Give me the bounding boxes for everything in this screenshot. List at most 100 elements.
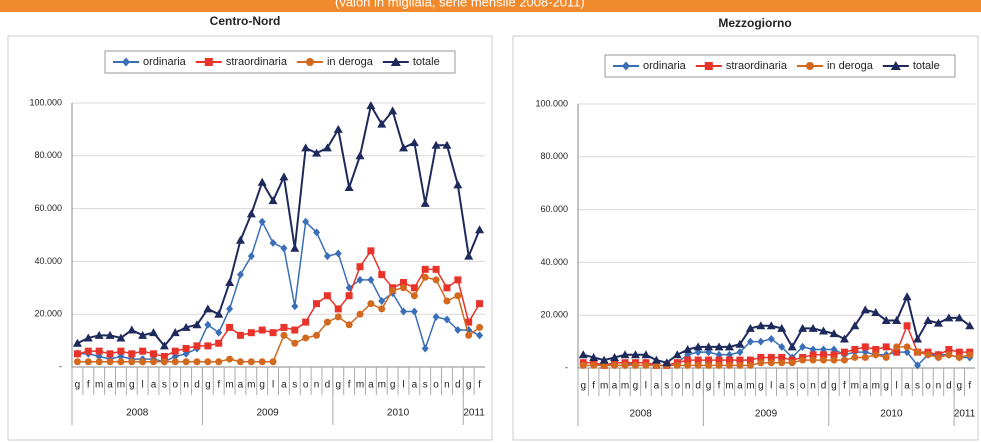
marker [313, 228, 321, 237]
marker [839, 334, 849, 343]
marker [861, 343, 869, 351]
x-tick-label: g [75, 380, 81, 391]
marker [443, 297, 451, 305]
marker [431, 140, 441, 149]
x-tick-label: m [725, 381, 733, 392]
x-tick-label: m [225, 380, 233, 391]
x-tick-label: a [904, 381, 910, 392]
marker [714, 342, 724, 351]
marker [344, 182, 354, 191]
marker [399, 307, 407, 316]
marker [204, 358, 212, 366]
marker [105, 330, 115, 339]
marker [94, 330, 104, 339]
x-tick-label: g [335, 380, 341, 391]
marker [302, 334, 310, 342]
marker [117, 358, 125, 366]
marker [389, 286, 397, 294]
legend-label: straordinaria [226, 56, 288, 68]
marker [893, 348, 901, 356]
marker [705, 356, 713, 364]
marker [149, 328, 159, 337]
x-tick-label: s [664, 381, 669, 392]
marker [291, 339, 299, 347]
marker [432, 276, 440, 284]
x-tick-label: o [303, 380, 309, 391]
x-tick-label: a [779, 381, 785, 392]
series-line [583, 338, 970, 367]
marker [356, 275, 364, 284]
year-label: 2010 [387, 408, 410, 419]
marker [378, 305, 386, 313]
year-label: 2011 [463, 408, 485, 419]
marker [302, 217, 310, 226]
x-tick-label: d [325, 380, 331, 391]
marker [945, 351, 953, 359]
marker [903, 348, 911, 357]
marker [226, 304, 234, 313]
marker [746, 361, 754, 369]
marker [778, 342, 786, 351]
marker [236, 331, 244, 339]
marker [611, 361, 619, 369]
x-tick-label: d [194, 380, 200, 391]
marker [84, 358, 92, 366]
year-label: 2010 [880, 409, 903, 420]
marker [235, 235, 245, 244]
year-label: 2009 [755, 409, 778, 420]
marker [902, 292, 912, 301]
year-label: 2009 [257, 408, 280, 419]
x-tick-label: o [674, 381, 680, 392]
marker [736, 361, 744, 369]
marker [694, 356, 702, 364]
marker [83, 333, 93, 342]
marker [621, 361, 629, 369]
marker [840, 356, 848, 364]
y-tick-label: 60.000 [540, 204, 568, 214]
x-tick-label: a [863, 381, 869, 392]
marker [312, 148, 322, 157]
series-line [77, 219, 480, 363]
legend-marker [622, 61, 630, 71]
marker [799, 356, 807, 364]
x-tick-label: d [455, 380, 461, 391]
x-tick-label: g [883, 381, 889, 392]
marker [820, 356, 828, 364]
year-label: 2008 [126, 408, 149, 419]
marker [799, 342, 807, 351]
x-tick-label: m [117, 380, 125, 391]
y-tick-label: 80.000 [34, 150, 62, 160]
marker [421, 265, 429, 273]
marker [247, 252, 255, 261]
x-tick-label: n [444, 380, 450, 391]
x-tick-label: d [821, 381, 827, 392]
marker [642, 361, 650, 369]
marker [454, 292, 462, 300]
marker [356, 310, 364, 318]
marker [767, 359, 775, 367]
marker [139, 347, 147, 355]
marker [398, 143, 408, 152]
panel [512, 35, 979, 441]
x-tick-label: s [162, 380, 167, 391]
marker [268, 196, 278, 205]
legend-label: totale [913, 60, 940, 72]
marker [881, 315, 891, 324]
marker [715, 356, 723, 364]
legend-marker [122, 57, 130, 67]
marker [745, 323, 755, 332]
marker [820, 351, 828, 359]
legend-label: in deroga [827, 60, 874, 72]
x-tick-label: a [281, 380, 287, 391]
marker [693, 342, 703, 351]
marker [139, 358, 147, 366]
marker [193, 342, 201, 350]
marker [127, 325, 137, 334]
marker [966, 351, 974, 359]
marker [725, 356, 733, 364]
marker [850, 321, 860, 330]
x-tick-label: a [151, 380, 157, 391]
y-tick-label: - [59, 361, 62, 371]
marker [913, 334, 923, 343]
marker [476, 323, 484, 331]
